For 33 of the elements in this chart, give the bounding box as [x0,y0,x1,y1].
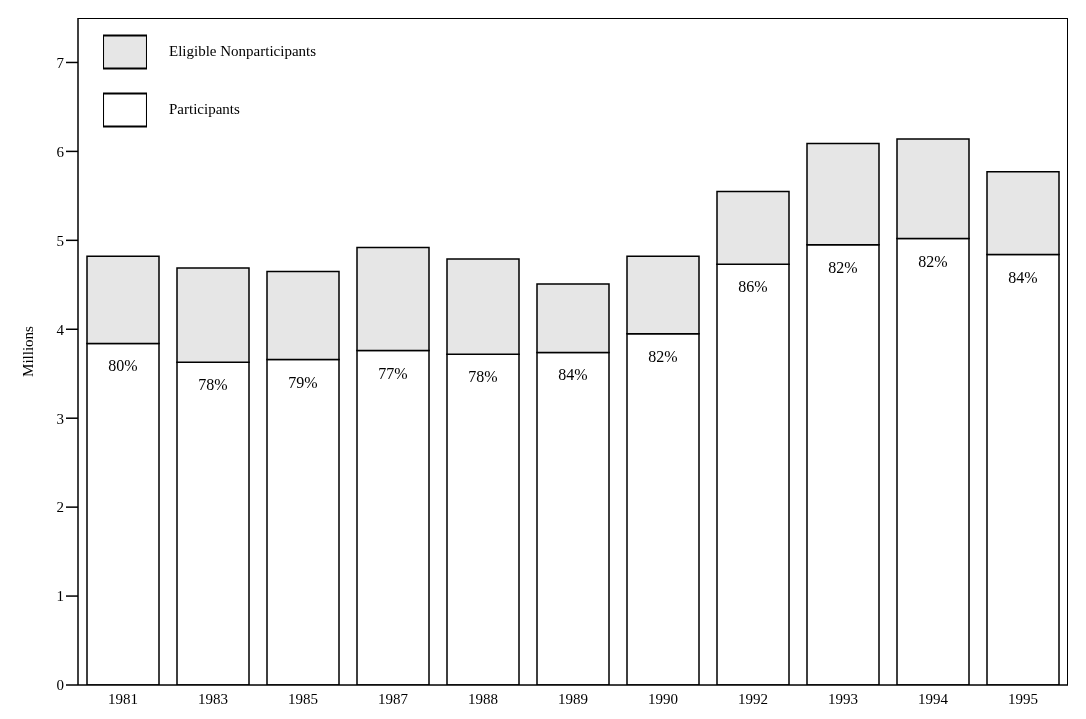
annotation: 77% [378,364,408,382]
y-tick-label: 5 [56,232,64,249]
y-tick-label: 0 [56,677,64,694]
x-tick-label: 1993 [828,690,858,707]
x-tick-label: 1992 [738,690,768,707]
x-tick-label: 1995 [1008,690,1038,707]
annotation: 86% [738,278,768,296]
x-tick-label: 1983 [198,690,228,707]
x-tick-label: 1988 [468,690,498,707]
annotation: 84% [1008,268,1038,286]
annotation: 78% [468,368,498,386]
y-tick-label: 2 [56,499,64,516]
y-tick-label: 6 [56,143,65,160]
y-axis-title: Millions [20,325,37,377]
legend-label: Eligible Nonparticipants [169,42,317,59]
annotation: 78% [198,376,228,394]
y-tick-label: 7 [56,54,65,71]
annotation: 82% [648,347,678,365]
x-tick-label: 1987 [378,690,409,707]
y-tick-label: 4 [56,321,65,338]
legend-label: Participants [169,100,240,117]
annotation: 84% [558,366,588,384]
x-tick-label: 1981 [108,690,138,707]
annotation: 82% [828,258,858,276]
y-tick-label: 1 [56,588,64,605]
annotation: 80% [108,357,138,375]
y-tick-label: 3 [56,410,64,427]
x-tick-label: 1989 [558,690,588,707]
annotation: 79% [288,373,318,391]
annotation: 82% [918,252,948,270]
x-tick-label: 1990 [648,690,678,707]
x-tick-label: 1994 [918,690,949,707]
x-tick-label: 1985 [288,690,318,707]
